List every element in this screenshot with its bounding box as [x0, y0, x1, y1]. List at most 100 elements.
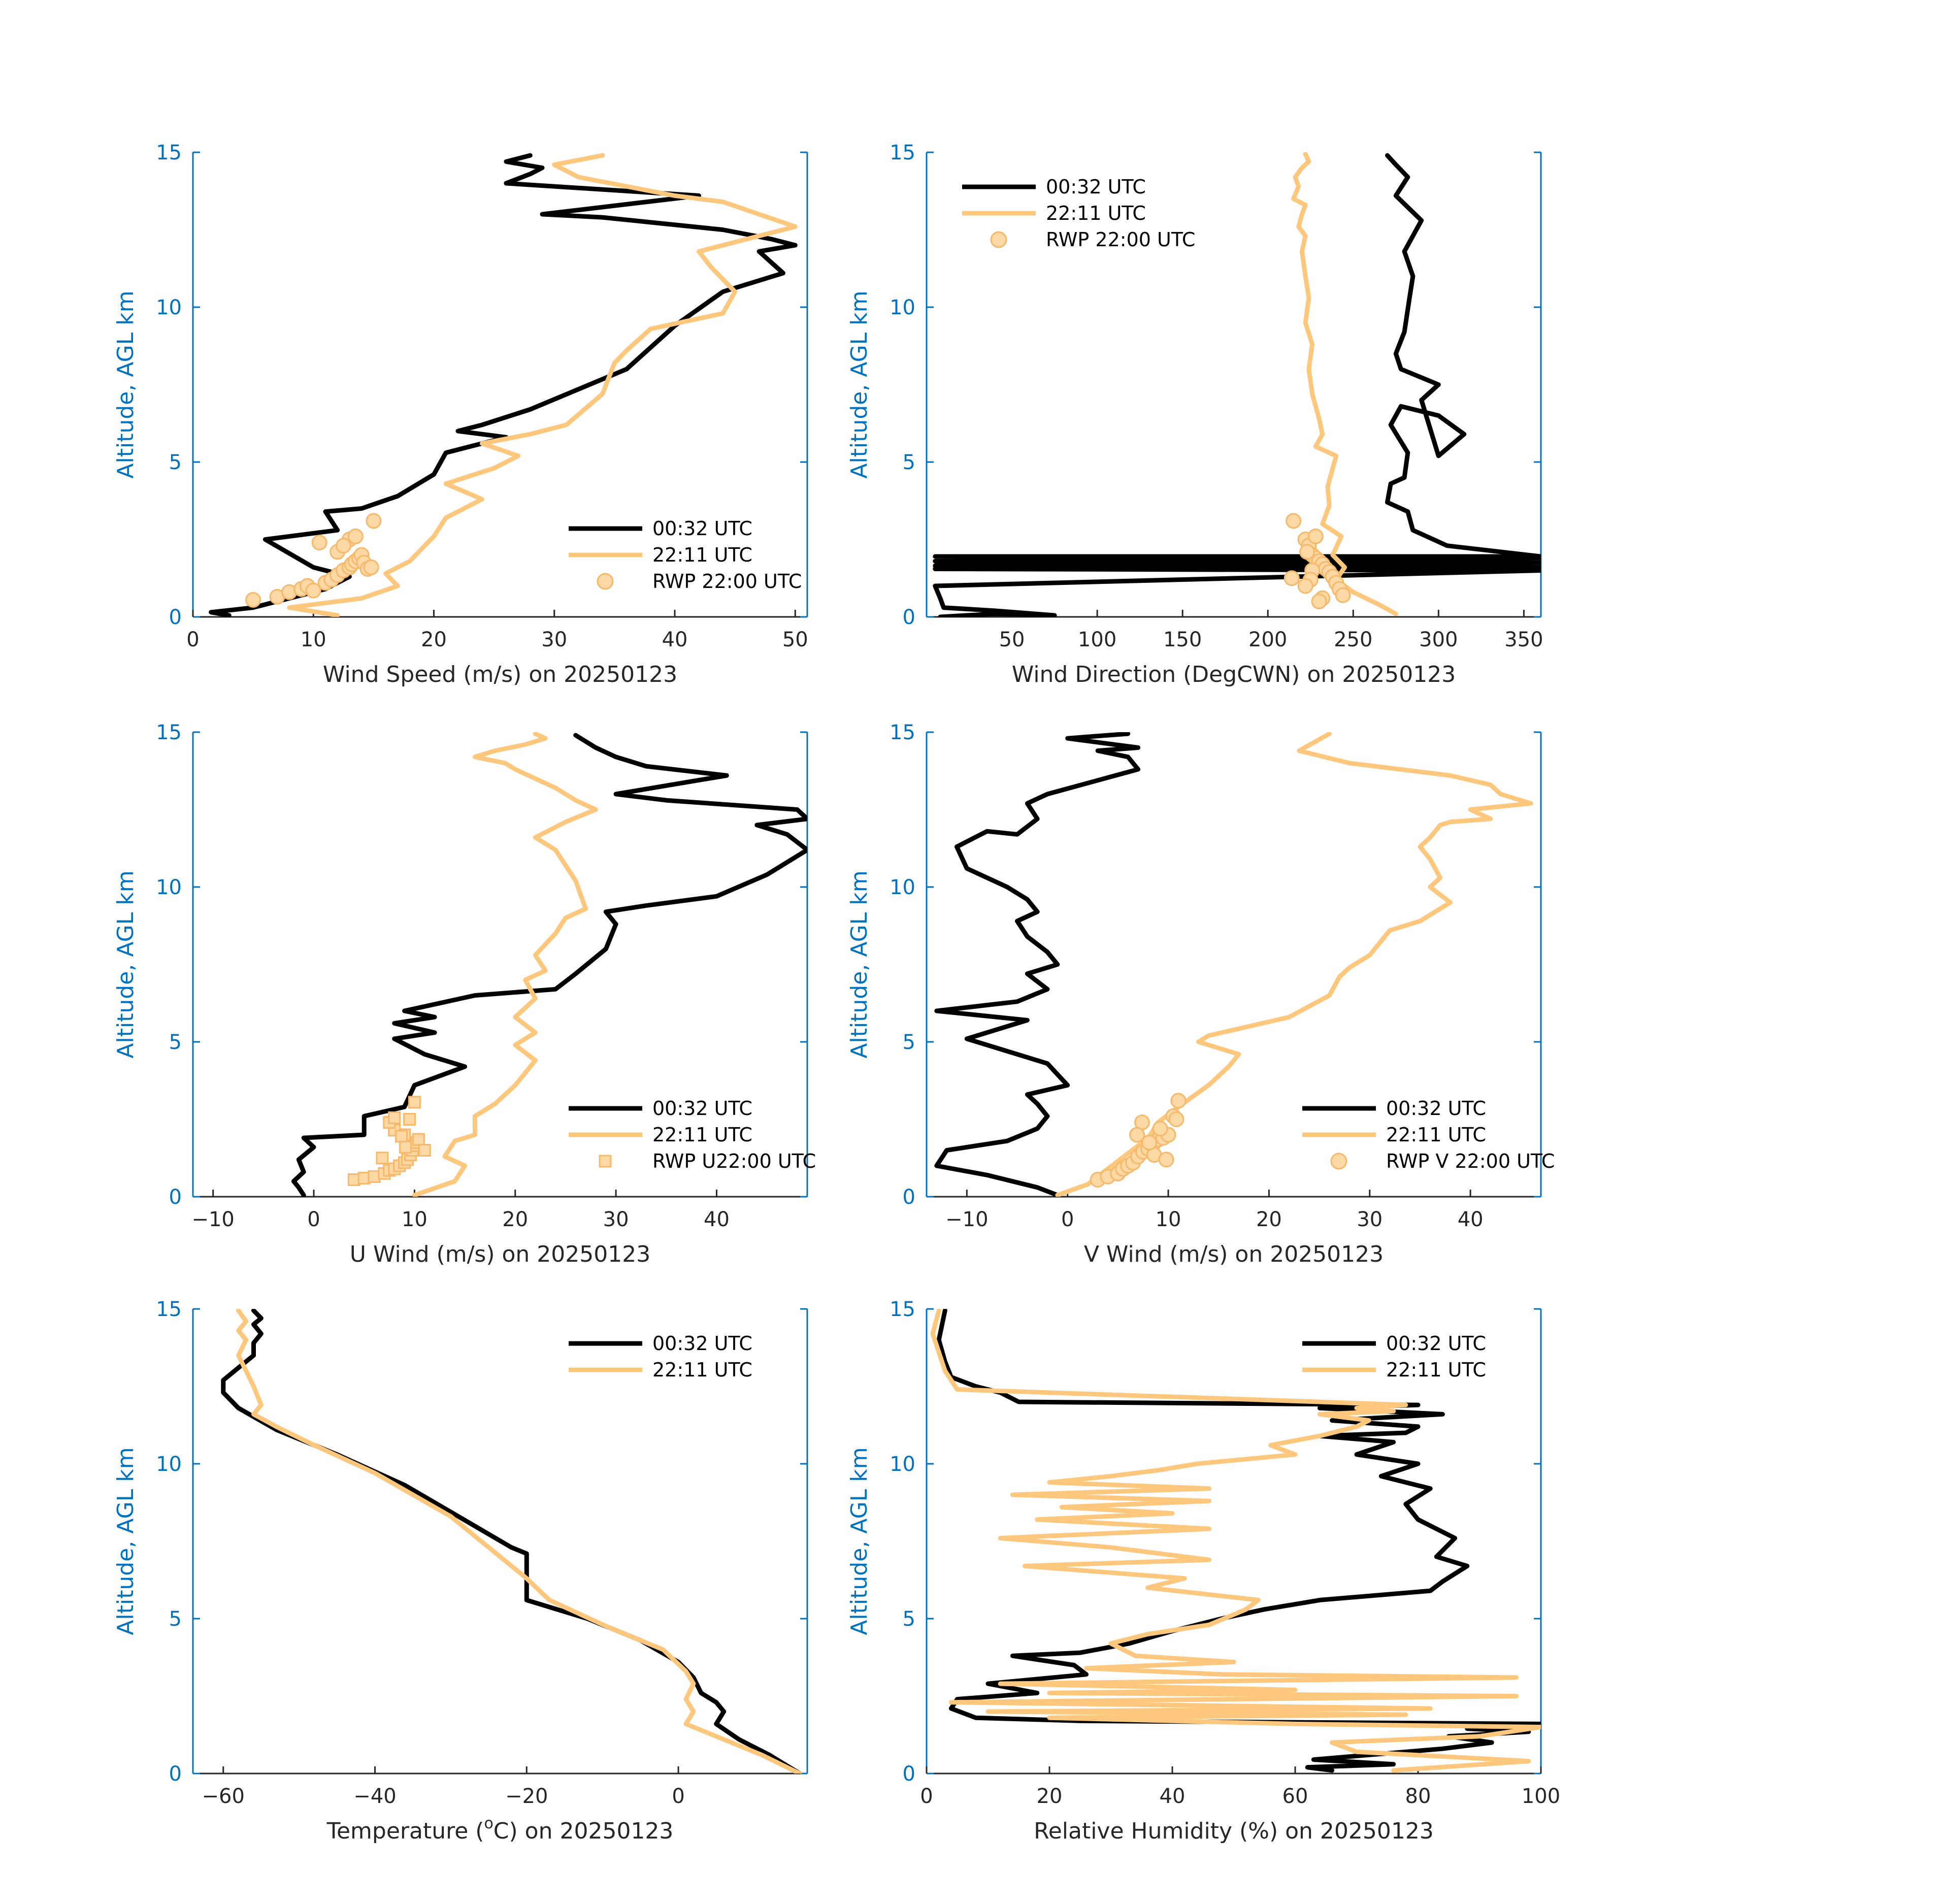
y-tick-label: 0 [903, 1186, 915, 1209]
x-tick-label: 10 [402, 1208, 427, 1231]
y-tick-label: 15 [156, 1298, 182, 1321]
y-tick-label: 10 [890, 1453, 915, 1476]
rwp-square-marker [399, 1140, 412, 1154]
y-axis-title: Altitude, AGL km [846, 1447, 872, 1635]
legend: 00:32 UTC 22:11 UTC [1302, 1332, 1486, 1381]
series-line-black [291, 733, 807, 1197]
legend-label: 00:32 UTC [652, 517, 752, 540]
legend-swatch-circle [1330, 1153, 1347, 1170]
series-line-orange [412, 732, 598, 1197]
x-tick-label: 40 [1160, 1785, 1186, 1808]
rwp-square-marker [403, 1113, 416, 1126]
y-tick-label: 0 [169, 606, 182, 629]
rwp-circle-marker [1335, 587, 1351, 603]
x-tick-label: −40 [353, 1785, 396, 1808]
rwp-square-marker [408, 1096, 421, 1109]
x-tick-label: −10 [945, 1208, 988, 1231]
rwp-circle-marker [347, 528, 364, 544]
rwp-square-marker [395, 1130, 408, 1143]
x-axis-title-head: Temperature ( [326, 1818, 484, 1844]
y-tick-label: 10 [156, 1453, 182, 1476]
y-tick-label: 5 [903, 1031, 915, 1054]
y-tick-label: 15 [890, 141, 915, 165]
x-tick-label: 0 [186, 628, 199, 651]
plot-area [209, 153, 798, 617]
series-line-orange [1291, 152, 1398, 616]
x-tick-label: 30 [541, 628, 567, 651]
x-tick-label: 350 [1504, 628, 1543, 651]
y-axis-title: Altitude, AGL km [846, 870, 872, 1058]
x-tick-label: 250 [1334, 628, 1372, 651]
legend-label: 22:11 UTC [652, 1359, 752, 1381]
y-tick-label: 5 [169, 1031, 182, 1054]
x-tick-label: 80 [1405, 1785, 1431, 1808]
series-line-black [933, 153, 1541, 617]
x-tick-label: 40 [1458, 1208, 1484, 1231]
legend-label: 00:32 UTC [1386, 1332, 1486, 1355]
plot-area [930, 1309, 1541, 1773]
rwp-square-marker [418, 1144, 431, 1157]
x-tick-label: 40 [704, 1208, 730, 1231]
chart-panel-relative-humidity: 0 5 10 15 0 20 40 60 80 100 Relative Humidity (%) … [846, 1298, 1560, 1844]
x-axis-title-sup: o [484, 1815, 493, 1832]
rwp-circle-marker [245, 592, 261, 608]
legend-label: 00:32 UTC [1046, 176, 1146, 198]
rwp-circle-marker [311, 535, 327, 551]
rwp-circle-marker [1170, 1093, 1187, 1109]
plot-area [291, 732, 807, 1197]
x-tick-label: 10 [1156, 1208, 1181, 1231]
y-tick-label: 5 [903, 451, 915, 474]
legend-label: 22:11 UTC [1386, 1359, 1486, 1381]
chart-panel-wind-speed: 0 5 10 15 0 10 20 30 40 50 Wind Speed (m/s) on 202… [113, 141, 808, 687]
y-tick-label: 0 [169, 1762, 182, 1786]
y-axis-title: Altitude, AGL km [846, 290, 872, 478]
y-axis-title: Altitude, AGL km [113, 1447, 139, 1635]
x-axis-title: Wind Speed (m/s) on 20250123 [323, 662, 677, 687]
rwp-square-marker [388, 1111, 401, 1124]
y-tick-label: 15 [156, 721, 182, 744]
plot-area [221, 1309, 802, 1774]
y-tick-label: 15 [890, 1298, 915, 1321]
legend-label: 22:11 UTC [1386, 1124, 1486, 1146]
x-tick-label: 10 [301, 628, 326, 651]
legend-label: RWP V 22:00 UTC [1386, 1150, 1555, 1172]
y-tick-label: 5 [903, 1607, 915, 1631]
rwp-circle-marker [1286, 513, 1302, 529]
x-tick-label: 30 [1357, 1208, 1383, 1231]
legend-label: RWP 22:00 UTC [652, 570, 802, 593]
x-tick-label: 150 [1163, 628, 1202, 651]
x-tick-label: 20 [502, 1208, 528, 1231]
rwp-circle-marker [1283, 570, 1300, 586]
legend-swatch-square [599, 1155, 612, 1168]
y-tick-label: 0 [903, 1762, 915, 1786]
legend-label: 00:32 UTC [652, 1097, 752, 1120]
x-tick-label: 50 [999, 628, 1025, 651]
rwp-circle-marker [1152, 1121, 1168, 1137]
rwp-circle-marker [1129, 1127, 1145, 1143]
legend-label: 22:11 UTC [652, 544, 752, 566]
x-tick-label: 200 [1248, 628, 1287, 651]
x-tick-label: 20 [1037, 1785, 1063, 1808]
y-tick-label: 10 [890, 296, 915, 319]
y-tick-label: 0 [169, 1186, 182, 1209]
chart-panel-u-wind: 0 5 10 15 −10 0 10 20 30 40 U Wind (m/s) on 202501… [113, 721, 816, 1267]
legend: 00:32 UTC 22:11 UTC RWP V 22:00 UTC [1302, 1097, 1555, 1172]
x-tick-label: 100 [1522, 1785, 1560, 1808]
y-axis-title: Altitude, AGL km [113, 870, 139, 1058]
legend-label: 00:32 UTC [652, 1332, 752, 1355]
x-axis-title: Temperature (oC) on 20250123 [326, 1815, 674, 1844]
legend-label: 22:11 UTC [1046, 202, 1146, 224]
x-tick-label: 30 [603, 1208, 629, 1231]
legend: 00:32 UTC 22:11 UTC [569, 1332, 752, 1381]
y-tick-label: 5 [169, 1607, 182, 1631]
series-line-orange [236, 1309, 802, 1774]
rwp-square-marker [376, 1152, 389, 1165]
y-tick-label: 10 [890, 876, 915, 899]
y-axis-title: Altitude, AGL km [113, 290, 139, 478]
y-tick-label: 15 [890, 721, 915, 744]
rwp-circle-marker [1158, 1152, 1174, 1168]
plot-area [933, 152, 1541, 617]
x-tick-label: 0 [307, 1208, 320, 1231]
rwp-circle-marker [336, 538, 352, 554]
